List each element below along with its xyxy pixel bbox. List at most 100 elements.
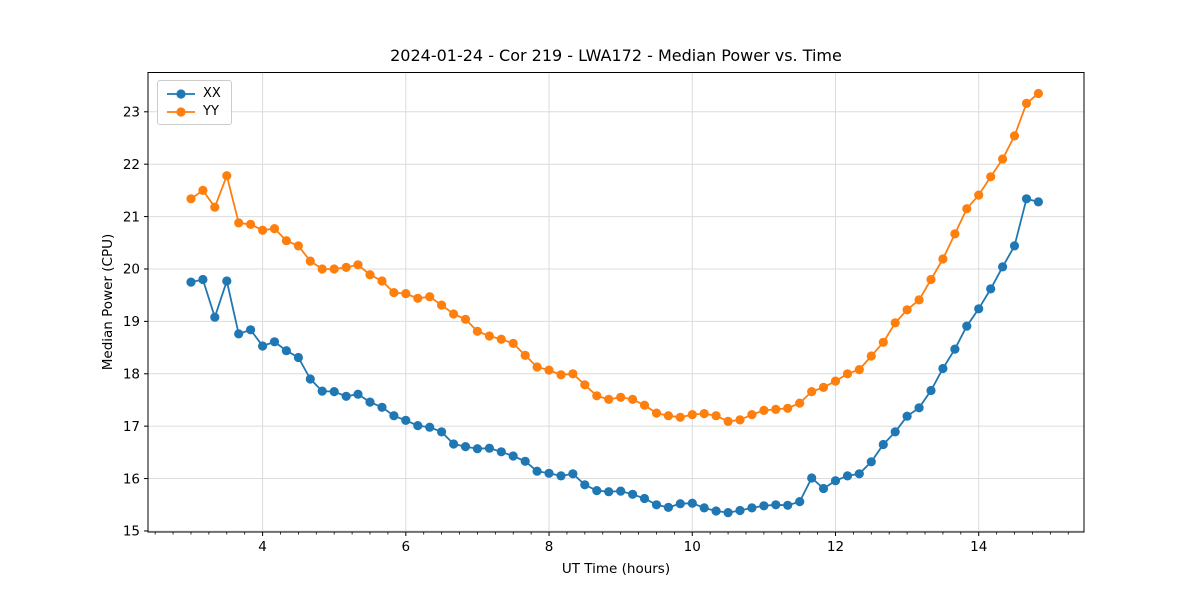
series-yy-marker — [580, 380, 590, 390]
series-yy-marker — [293, 241, 303, 251]
series-xx-marker — [783, 500, 793, 510]
series-yy-marker — [520, 350, 530, 360]
series-yy-marker — [842, 369, 853, 379]
series-xx-marker — [687, 498, 697, 508]
x-tick-label: 4 — [258, 539, 267, 555]
y-tick-label: 18 — [123, 366, 140, 382]
legend-item-xx: XX — [165, 86, 221, 101]
series-xx-marker — [341, 391, 351, 401]
series-yy-marker — [890, 318, 900, 328]
legend-label-xx: XX — [203, 86, 221, 101]
series-yy-marker — [723, 416, 733, 426]
chart-title: 2024-01-24 - Cor 219 - LWA172 - Median P… — [390, 46, 842, 65]
series-yy-marker — [616, 392, 626, 402]
series-xx-marker — [854, 469, 864, 479]
series-xx-marker — [484, 443, 494, 453]
x-tick-label: 12 — [827, 539, 844, 555]
series-xx-marker — [269, 337, 280, 347]
series-xx-marker — [818, 483, 829, 494]
y-tick-label: 15 — [123, 524, 140, 540]
series-xx-marker — [234, 329, 244, 339]
legend: XX YY — [157, 80, 232, 125]
x-tick-label: 14 — [970, 539, 987, 555]
series-yy-marker — [687, 410, 697, 420]
series-yy-marker — [998, 154, 1008, 164]
series-xx-marker — [1033, 197, 1043, 207]
series-xx-marker — [938, 363, 948, 374]
series-yy-marker — [496, 334, 506, 344]
series-yy-marker — [365, 270, 375, 280]
series-yy-marker — [484, 331, 494, 341]
series-xx-marker — [580, 480, 590, 490]
series-xx-marker — [413, 421, 423, 431]
plot-frame — [147, 72, 1085, 533]
series-yy-marker — [902, 305, 912, 315]
y-tick-label: 22 — [123, 157, 140, 173]
series-yy-marker — [938, 254, 948, 264]
series-yy-marker — [675, 412, 685, 422]
series-xx-marker — [651, 500, 662, 510]
series-yy-marker — [974, 190, 984, 200]
series-xx-marker — [556, 471, 566, 481]
series-xx-marker — [723, 507, 733, 518]
series-xx-marker — [926, 385, 936, 396]
series-xx-marker — [520, 456, 530, 466]
series-xx-marker — [771, 500, 781, 510]
x-tick-label: 10 — [684, 539, 701, 555]
series-xx-marker — [210, 312, 220, 322]
series-yy-marker — [807, 387, 817, 397]
series-xx-marker — [807, 473, 817, 483]
series-xx-marker — [974, 304, 984, 314]
series-yy-marker — [377, 276, 387, 286]
series-yy-marker — [592, 391, 602, 401]
series-yy-marker — [198, 185, 208, 195]
series-yy-marker — [628, 394, 638, 404]
series-xx-marker — [281, 346, 291, 356]
series-xx-marker — [496, 447, 506, 457]
series-xx-marker — [711, 506, 721, 516]
series-xx-marker — [377, 402, 387, 412]
series-yy-marker — [341, 262, 351, 272]
series-xx-marker — [508, 451, 518, 461]
y-tick-label: 23 — [123, 104, 140, 120]
series-xx-line — [190, 197, 1039, 514]
series-xx-marker — [795, 497, 805, 507]
series-xx-marker — [699, 503, 709, 513]
series-yy-marker — [472, 326, 482, 336]
series-yy-marker — [258, 225, 268, 235]
series-xx-marker — [759, 501, 769, 511]
series-xx-marker — [616, 486, 626, 496]
legend-swatch-yy-icon — [167, 106, 195, 117]
series-yy-marker — [460, 314, 471, 324]
series-yy-marker — [186, 194, 196, 204]
series-yy-marker — [425, 292, 435, 302]
series-yy-marker — [771, 404, 781, 414]
series-yy-marker — [604, 394, 614, 404]
series-xx-marker — [186, 277, 196, 287]
legend-label-yy: YY — [203, 104, 219, 119]
series-yy-marker — [795, 398, 805, 408]
series-yy-marker — [651, 408, 662, 418]
y-tick-label: 17 — [123, 419, 140, 435]
series-xx-marker — [425, 422, 435, 432]
series-yy-marker — [663, 411, 674, 421]
series-yy-marker — [639, 400, 650, 410]
series-yy-marker — [699, 409, 709, 419]
series-xx-marker — [830, 476, 841, 486]
series-yy-marker — [1021, 98, 1032, 108]
series-yy-marker — [222, 171, 232, 181]
series-yy-marker — [1033, 88, 1043, 99]
series-xx-marker — [198, 274, 208, 285]
series-xx-marker — [460, 442, 471, 452]
series-yy-marker — [281, 236, 291, 246]
series-xx-marker — [986, 284, 996, 294]
series-yy-marker — [401, 289, 411, 299]
series-xx-marker — [639, 493, 650, 504]
series-yy-marker — [353, 260, 363, 270]
series-xx-marker — [998, 262, 1008, 272]
series-xx-marker — [258, 341, 268, 351]
series-yy-marker — [878, 337, 888, 347]
y-tick-label: 21 — [123, 209, 140, 225]
y-tick-label: 19 — [123, 314, 140, 330]
y-tick-label: 16 — [123, 471, 140, 487]
